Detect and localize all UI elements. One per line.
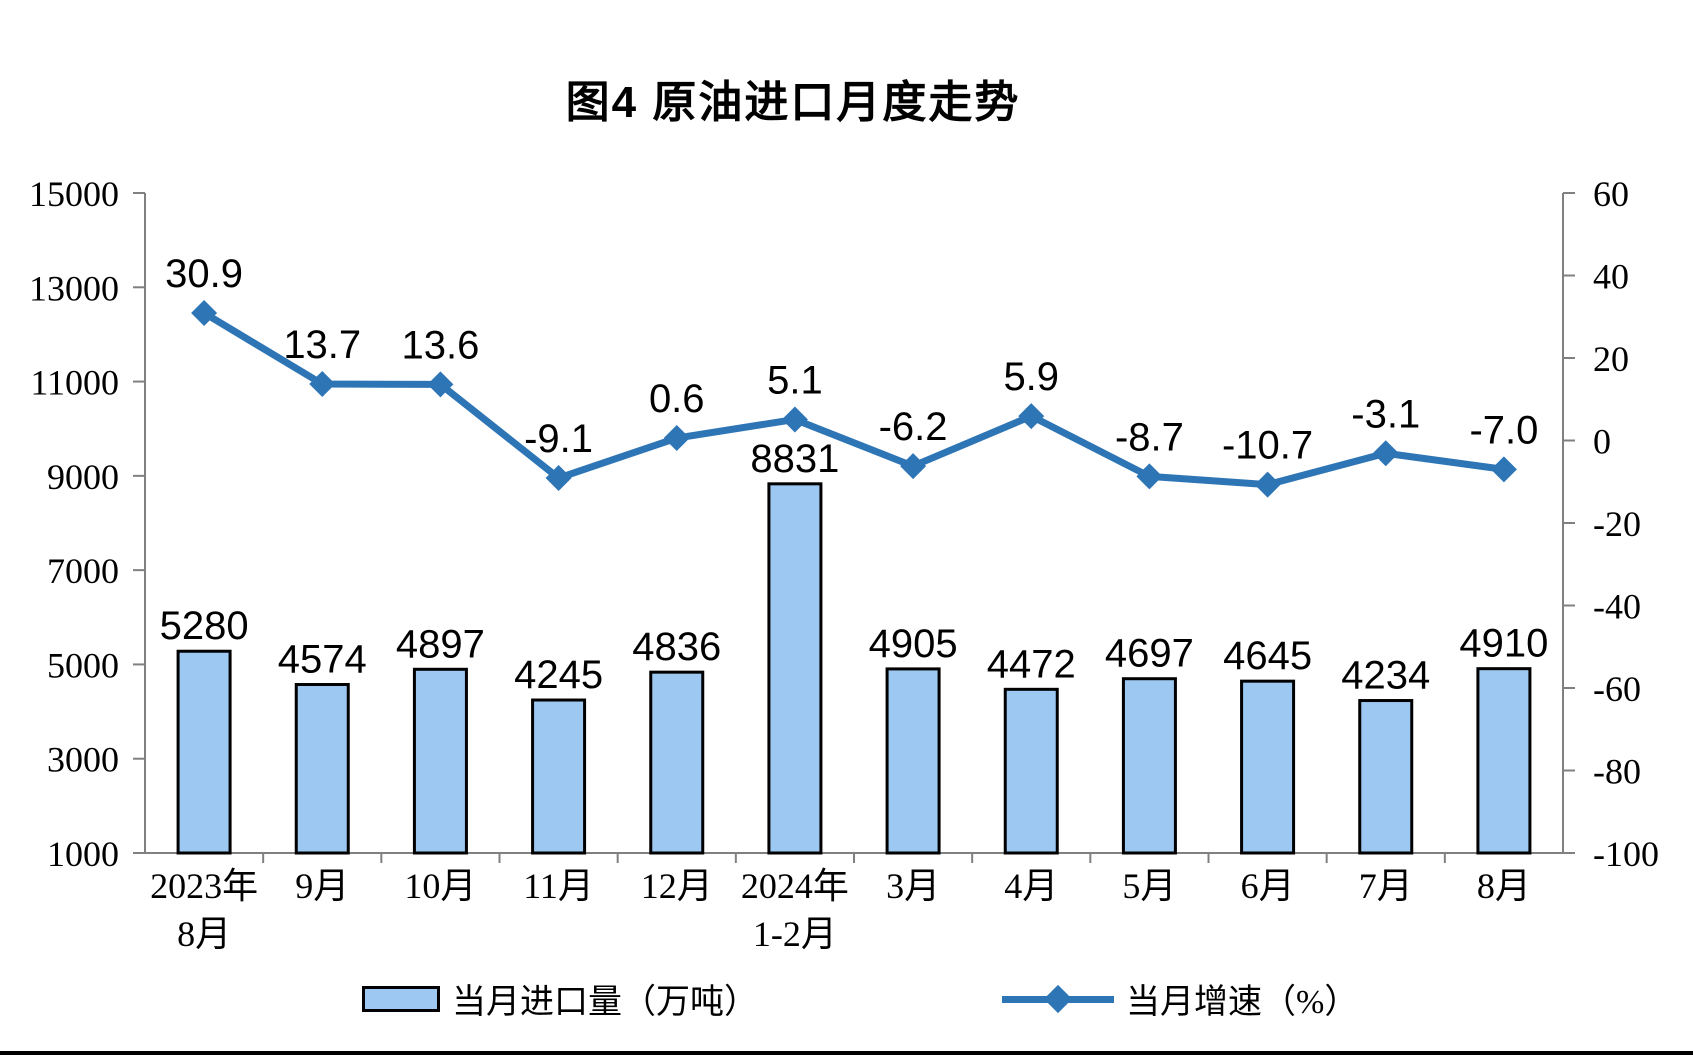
left-axis-tick-label: 1000 bbox=[47, 834, 119, 874]
x-axis-label: 10月 bbox=[404, 866, 476, 906]
legend-bar-swatch-icon bbox=[362, 985, 440, 1012]
bar-value-label: 4836 bbox=[632, 625, 721, 669]
bar bbox=[885, 667, 941, 855]
x-axis-label: 8月 bbox=[1477, 866, 1531, 906]
line-marker-icon bbox=[1018, 403, 1045, 430]
left-axis-tick-label: 15000 bbox=[29, 174, 119, 214]
line-value-label: 5.1 bbox=[767, 358, 823, 402]
legend-item-imports: 当月进口量（万吨） bbox=[362, 974, 758, 1023]
bar bbox=[531, 698, 587, 855]
line-marker-icon bbox=[427, 371, 454, 398]
line-value-label: -10.7 bbox=[1222, 424, 1313, 468]
bar-value-label: 4905 bbox=[869, 622, 958, 666]
legend-bars-label: 当月进口量（万吨） bbox=[452, 984, 758, 1021]
growth-line bbox=[202, 310, 1505, 489]
line-marker-icon bbox=[1490, 456, 1517, 483]
bar-value-label: 8831 bbox=[750, 437, 839, 481]
bar bbox=[294, 683, 350, 855]
bar bbox=[412, 667, 468, 855]
right-axis-tick-label: -40 bbox=[1593, 587, 1641, 627]
x-axis-label: 2023年 bbox=[150, 866, 258, 906]
x-axis-label: 1-2月 bbox=[753, 914, 837, 954]
line-marker-icon bbox=[663, 425, 690, 452]
right-axis-tick-label: -80 bbox=[1593, 752, 1641, 792]
bar-value-label: 4234 bbox=[1341, 654, 1430, 698]
line-value-label: -6.2 bbox=[879, 405, 948, 449]
page-bottom-border bbox=[0, 1051, 1693, 1055]
left-axis-tick-label: 11000 bbox=[30, 363, 119, 403]
x-axis-label: 3月 bbox=[886, 866, 940, 906]
line-value-label: -8.7 bbox=[1115, 415, 1184, 459]
right-axis-tick-label: -20 bbox=[1593, 504, 1641, 544]
chart-legend: 当月进口量（万吨） 当月增速（%） bbox=[0, 974, 1693, 1034]
x-axis-label: 2024年 bbox=[741, 866, 849, 906]
bar bbox=[1003, 687, 1059, 855]
bar-value-label: 5280 bbox=[160, 604, 249, 648]
line-marker-icon bbox=[309, 370, 336, 397]
line-marker-icon bbox=[1254, 471, 1281, 498]
chart-title: 图4 原油进口月度走势 bbox=[565, 78, 1021, 127]
x-axis-label: 5月 bbox=[1122, 866, 1176, 906]
legend-diamond-marker-icon bbox=[1043, 984, 1073, 1013]
right-axis-tick-label: 40 bbox=[1593, 257, 1629, 297]
bar bbox=[1358, 699, 1414, 855]
left-axis-tick-label: 13000 bbox=[29, 268, 119, 308]
x-axis-label: 7月 bbox=[1359, 866, 1413, 906]
legend-item-growth: 当月增速（%） bbox=[1002, 974, 1358, 1023]
x-axis-label: 11月 bbox=[523, 866, 594, 906]
x-axis-label: 6月 bbox=[1241, 866, 1295, 906]
line-marker-icon bbox=[1136, 463, 1163, 490]
left-axis-tick-label: 9000 bbox=[47, 457, 119, 497]
line-value-label: 13.6 bbox=[401, 323, 479, 367]
bar bbox=[1476, 667, 1532, 855]
line-marker-icon bbox=[191, 300, 218, 327]
right-axis-tick-label: 20 bbox=[1593, 339, 1629, 379]
line-value-label: -9.1 bbox=[524, 417, 593, 461]
line-value-label: 13.7 bbox=[283, 323, 361, 367]
left-axis-tick-label: 7000 bbox=[47, 551, 119, 591]
line-value-label: -3.1 bbox=[1351, 392, 1420, 436]
left-axis-tick-label: 5000 bbox=[47, 645, 119, 685]
bar-value-label: 4574 bbox=[278, 638, 367, 682]
legend-line-swatch-icon bbox=[1002, 984, 1114, 1013]
line-marker-icon bbox=[900, 453, 927, 480]
right-axis-tick-label: 0 bbox=[1593, 422, 1611, 462]
right-axis-tick-label: -100 bbox=[1593, 834, 1659, 874]
bar-value-label: 4472 bbox=[987, 642, 1076, 686]
line-value-label: 5.9 bbox=[1003, 355, 1059, 399]
left-axis-tick-label: 3000 bbox=[47, 740, 119, 780]
bar-value-label: 4245 bbox=[514, 653, 603, 697]
bar-value-label: 4897 bbox=[396, 622, 485, 666]
bar-value-label: 4645 bbox=[1223, 634, 1312, 678]
bar bbox=[176, 649, 232, 855]
bar-value-label: 4697 bbox=[1105, 632, 1194, 676]
line-value-label: 0.6 bbox=[649, 377, 705, 421]
right-axis-tick-label: -60 bbox=[1593, 669, 1641, 709]
x-axis-label: 8月 bbox=[177, 914, 231, 954]
line-marker-icon bbox=[545, 465, 572, 492]
right-axis-tick-label: 60 bbox=[1593, 174, 1629, 214]
bar bbox=[1240, 679, 1296, 855]
line-marker-icon bbox=[781, 406, 808, 433]
legend-line-label: 当月增速（%） bbox=[1126, 984, 1359, 1021]
line-value-label: -7.0 bbox=[1469, 408, 1538, 452]
bar bbox=[649, 670, 705, 855]
x-axis-label: 4月 bbox=[1004, 866, 1058, 906]
line-value-label: 30.9 bbox=[165, 252, 243, 296]
bar bbox=[1121, 677, 1177, 855]
line-marker-icon bbox=[1372, 440, 1399, 467]
x-axis-label: 9月 bbox=[295, 866, 349, 906]
bar bbox=[767, 482, 823, 855]
bar-value-label: 4910 bbox=[1459, 622, 1548, 666]
x-axis-label: 12月 bbox=[641, 866, 713, 906]
